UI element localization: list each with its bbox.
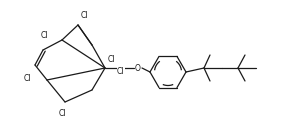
Text: Cl: Cl <box>23 74 31 82</box>
Text: Cl: Cl <box>81 10 89 19</box>
Text: Cl: Cl <box>108 54 116 64</box>
Text: Cl: Cl <box>41 31 48 39</box>
Text: Cl: Cl <box>58 109 66 118</box>
Text: O: O <box>135 64 141 73</box>
Text: Cl: Cl <box>117 66 124 75</box>
